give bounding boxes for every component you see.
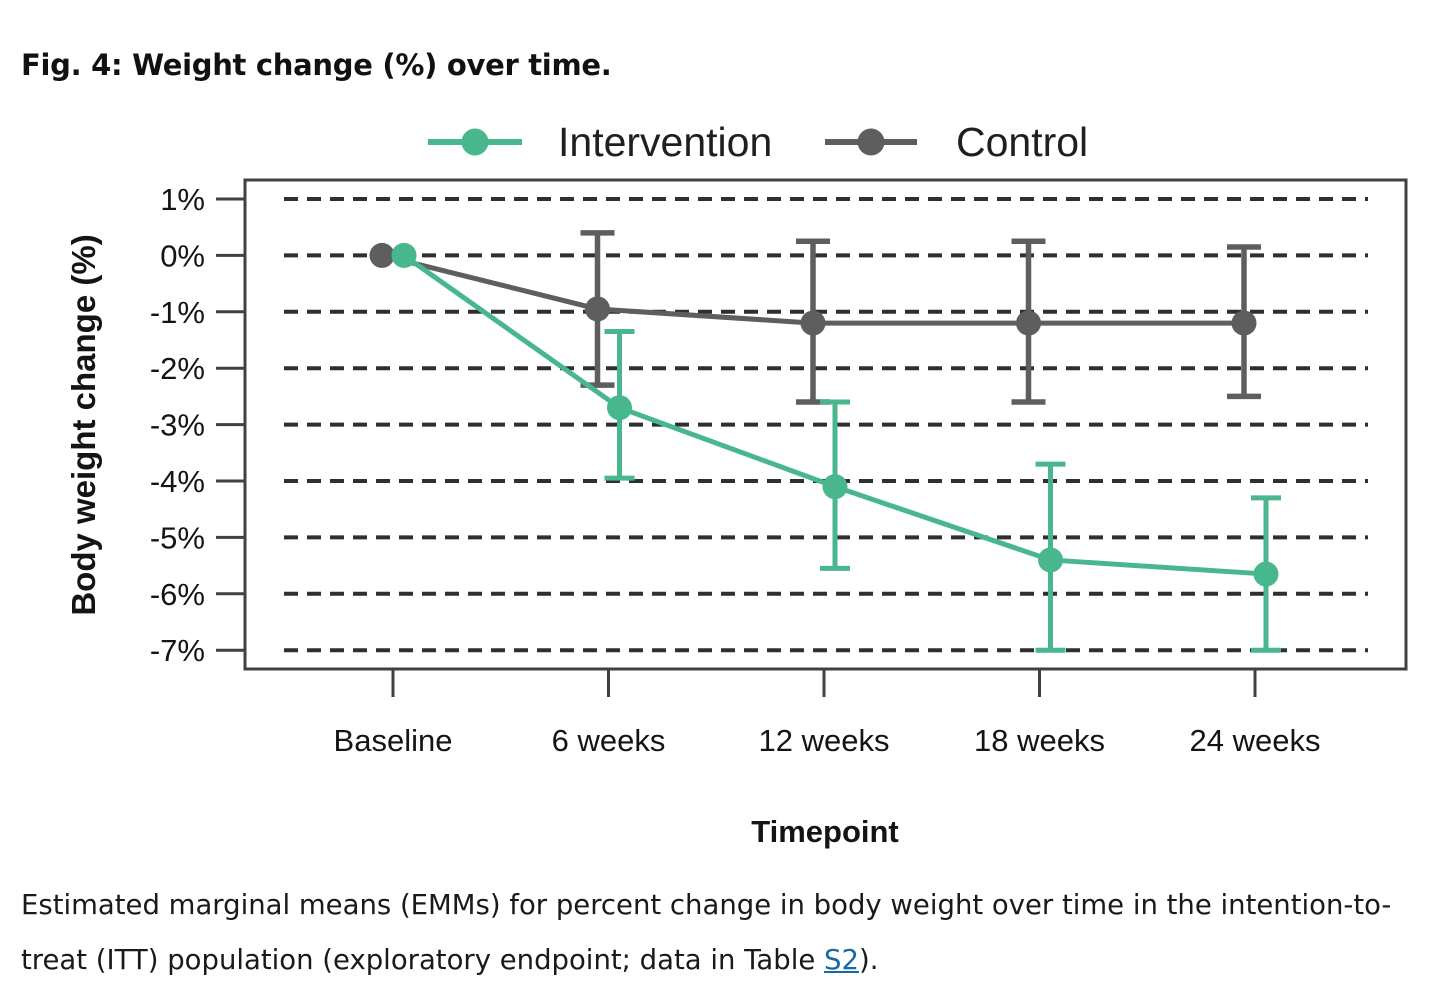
caption-line-1: Estimated marginal means (EMMs) for perc… [21,889,1392,921]
table-s2-link[interactable]: S2 [824,944,859,976]
y-tick-label: -4% [150,464,205,499]
y-tick-label: 0% [160,238,205,273]
data-point-intervention-2 [822,474,848,500]
y-tick-label: -3% [150,408,205,443]
y-axis-title: Body weight change (%) [65,234,102,615]
weight-change-chart: 1% 0% -1% -2% -3% -4% -5% -6% -7% Baseline 6 weeks… [65,119,1408,849]
legend-label-control: Control [956,119,1088,165]
data-point-intervention-1 [607,395,632,421]
x-tick-label: 24 weeks [1190,723,1321,758]
caption-line-2: treat (ITT) population (exploratory endp… [21,944,825,976]
data-point-control-0 [369,242,395,268]
data-point-control-1 [585,296,610,322]
figure-title: Fig. 4: Weight change (%) over time. [21,48,612,82]
y-tick-label: 1% [160,182,205,217]
legend-label-intervention: Intervention [558,119,772,165]
x-axis-title: Timepoint [751,814,899,849]
y-tick-label: -7% [150,633,205,668]
caption-line-2-end: ). [858,944,879,976]
data-point-control-2 [800,310,826,336]
data-point-intervention-3 [1038,547,1063,573]
y-tick-label: -1% [150,295,205,330]
legend-marker-control [857,128,885,156]
figure-caption: Estimated marginal means (EMMs) for perc… [21,878,1446,988]
y-tick-label: -6% [150,577,205,612]
y-tick-label: -5% [150,520,205,555]
data-point-intervention-4 [1253,561,1279,587]
legend-marker-intervention [461,128,489,156]
x-tick-label: 18 weeks [974,723,1105,758]
data-point-control-3 [1016,310,1041,336]
x-tick-label: 6 weeks [552,723,666,758]
x-tick-label: 12 weeks [759,723,890,758]
x-tick-label: Baseline [334,723,453,758]
data-point-control-4 [1231,310,1257,336]
data-point-intervention-0 [391,242,417,268]
y-tick-label: -2% [150,351,205,386]
plot-border [243,178,1408,671]
